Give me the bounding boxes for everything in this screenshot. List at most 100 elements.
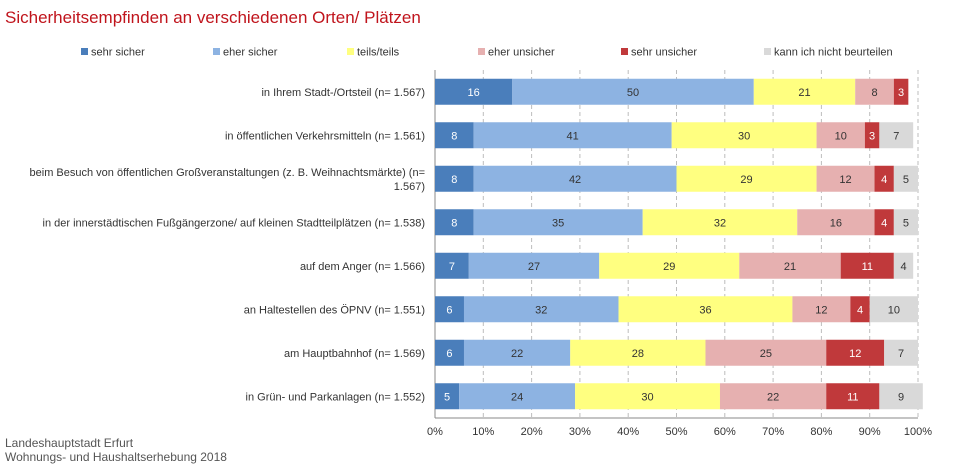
bar-4-4 <box>840 252 894 279</box>
bar-value-label-7-0: 5 <box>444 391 450 403</box>
bar-value-label-2-5: 5 <box>903 174 909 186</box>
x-tick-label-10: 100% <box>904 426 932 438</box>
bar-value-label-6-1: 22 <box>511 348 523 360</box>
legend-label-4: sehr unsicher <box>631 47 697 59</box>
bar-value-label-1-3: 10 <box>835 130 847 142</box>
category-label-5: an Haltestellen des ÖPNV (n= 1.551) <box>244 304 425 316</box>
bar-value-label-1-4: 3 <box>869 130 875 142</box>
bar-3-4 <box>874 209 894 236</box>
bar-value-label-3-0: 8 <box>451 217 457 229</box>
bar-3-0 <box>435 209 474 236</box>
bar-2-4 <box>874 165 894 192</box>
x-tick-label-3: 30% <box>569 426 591 438</box>
bar-value-label-7-1: 24 <box>511 391 523 403</box>
x-tick-label-9: 90% <box>859 426 881 438</box>
chart-title: Sicherheitsempfinden an verschiedenen Or… <box>5 8 421 27</box>
bar-4-0 <box>435 252 469 279</box>
bar-6-3 <box>705 339 827 366</box>
bar-5-3 <box>792 296 851 323</box>
legend-swatch-5 <box>764 48 771 55</box>
x-tick-label-2: 20% <box>521 426 543 438</box>
bar-7-0 <box>435 383 460 410</box>
bar-value-label-7-3: 22 <box>767 391 779 403</box>
x-tick-label-7: 70% <box>762 426 784 438</box>
bar-3-2 <box>642 209 798 236</box>
bar-value-label-6-4: 12 <box>849 348 861 360</box>
bar-value-label-2-0: 8 <box>451 174 457 186</box>
bar-1-3 <box>816 122 865 149</box>
legend-swatch-0 <box>81 48 88 55</box>
bar-value-label-2-3: 12 <box>839 174 851 186</box>
bar-4-5 <box>893 252 914 279</box>
bar-5-4 <box>850 296 870 323</box>
bar-0-4 <box>893 78 909 105</box>
bar-value-label-1-2: 30 <box>738 130 750 142</box>
bar-0-3 <box>855 78 894 105</box>
x-tick-label-8: 80% <box>810 426 832 438</box>
bar-3-5 <box>893 209 918 236</box>
category-label-6: am Hauptbahnhof (n= 1.569) <box>284 348 425 360</box>
legend-label-1: eher sicher <box>223 47 278 59</box>
bar-5-0 <box>435 296 464 323</box>
bar-1-2 <box>671 122 817 149</box>
bar-value-label-2-2: 29 <box>740 174 752 186</box>
bar-value-label-0-3: 8 <box>871 87 877 99</box>
legend-label-3: eher unsicher <box>488 47 555 59</box>
bar-3-3 <box>797 209 875 236</box>
bar-value-label-7-2: 30 <box>641 391 653 403</box>
bar-4-3 <box>739 252 841 279</box>
bar-value-label-5-1: 32 <box>535 304 547 316</box>
legend-swatch-2 <box>347 48 354 55</box>
bar-2-1 <box>473 165 677 192</box>
bar-value-label-4-0: 7 <box>449 261 455 273</box>
bar-value-label-0-2: 21 <box>798 87 810 99</box>
category-labels: in Ihrem Stadt-/Ortsteil (n= 1.567) in öf… <box>30 87 425 404</box>
bar-value-label-6-0: 6 <box>446 348 452 360</box>
legend: sehr sicher eher sicher teils/teils eher un… <box>81 47 893 59</box>
x-axis-ticks: 0% 10% 20% 30% 40% 50% 60% 70% 80% 90% 100% <box>427 426 932 438</box>
bar-7-2 <box>575 383 720 410</box>
bar-value-label-5-5: 10 <box>888 304 900 316</box>
bar-6-1 <box>463 339 571 366</box>
category-label-4: auf dem Anger (n= 1.566) <box>300 261 425 273</box>
category-label-2: beim Besuch von öffentlichen Großveranst… <box>30 167 425 179</box>
bar-value-label-0-1: 50 <box>627 87 639 99</box>
source-line-2: Wohnungs- und Haushaltserhebung 2018 <box>5 450 227 464</box>
category-label-3: in der innerstädtischen Fußgängerzone/ a… <box>43 217 426 229</box>
bar-value-label-3-5: 5 <box>903 217 909 229</box>
bar-7-4 <box>826 383 880 410</box>
bar-5-1 <box>463 296 619 323</box>
bar-value-label-1-5: 7 <box>893 130 899 142</box>
bar-7-3 <box>719 383 827 410</box>
bar-7-5 <box>879 383 923 410</box>
bar-5-2 <box>618 296 793 323</box>
legend-label-5: kann ich nicht beurteilen <box>774 47 893 59</box>
bar-value-label-4-2: 29 <box>663 261 675 273</box>
bar-5-5 <box>869 296 918 323</box>
bar-value-label-1-1: 41 <box>567 130 579 142</box>
bar-2-2 <box>676 165 817 192</box>
bar-6-5 <box>884 339 918 366</box>
bar-value-label-6-2: 28 <box>632 348 644 360</box>
bar-2-3 <box>816 165 875 192</box>
bar-6-2 <box>570 339 706 366</box>
x-tick-label-1: 10% <box>472 426 494 438</box>
x-tick-label-6: 60% <box>714 426 736 438</box>
legend-label-2: teils/teils <box>357 47 400 59</box>
bar-6-4 <box>826 339 885 366</box>
bar-value-label-5-4: 4 <box>857 304 863 316</box>
x-tick-label-4: 40% <box>617 426 639 438</box>
bar-value-label-0-0: 16 <box>468 87 480 99</box>
bar-3-1 <box>473 209 643 236</box>
legend-label-0: sehr sicher <box>91 47 145 59</box>
bar-7-1 <box>459 383 576 410</box>
bar-value-label-5-3: 12 <box>815 304 827 316</box>
bar-4-1 <box>468 252 600 279</box>
source-note: Landeshauptstadt Erfurt Wohnungs- und Ha… <box>5 436 227 464</box>
bar-value-label-4-1: 27 <box>528 261 540 273</box>
bar-value-label-3-2: 32 <box>714 217 726 229</box>
bar-value-label-7-4: 11 <box>847 391 858 403</box>
bar-1-0 <box>435 122 474 149</box>
legend-swatch-4 <box>621 48 628 55</box>
bar-1-5 <box>879 122 914 149</box>
